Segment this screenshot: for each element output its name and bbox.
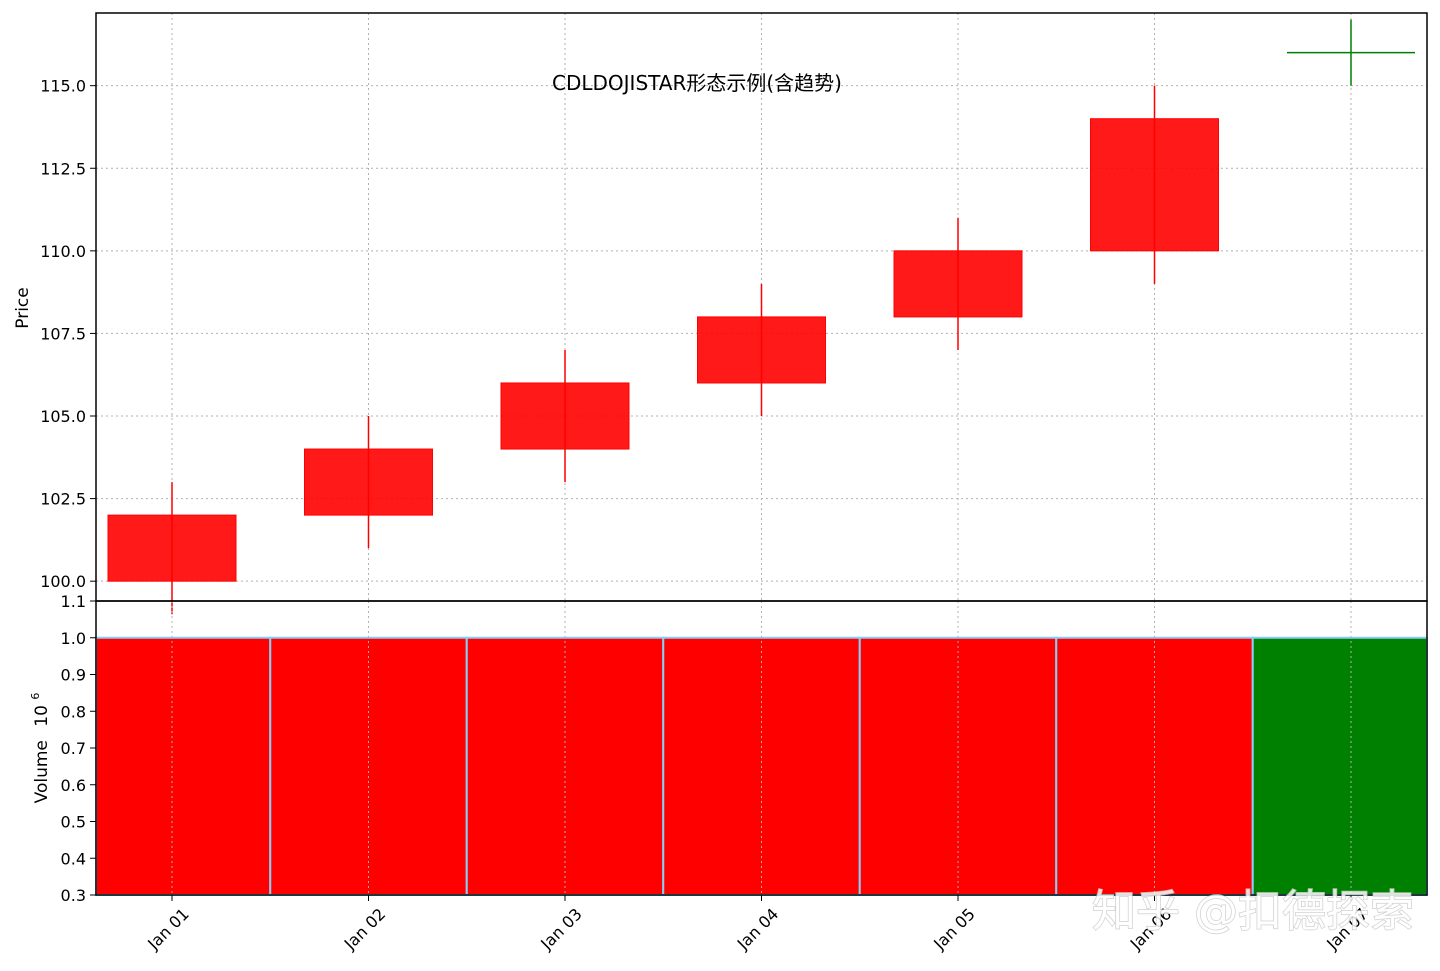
volume-grid xyxy=(171,601,1352,895)
candle-body xyxy=(893,250,1023,318)
price-y-tick-label: 102.5 xyxy=(40,490,86,509)
chart-title: CDLDOJISTAR形态示例(含趋势) xyxy=(552,71,842,95)
x-tick-label: Jan 04 xyxy=(733,904,783,954)
volume-y-tick-label: 1.0 xyxy=(61,629,86,648)
price-y-tick-label: 112.5 xyxy=(40,159,86,178)
volume-axis-label: Volume 10 6 xyxy=(29,693,52,804)
price-y-tick-label: 110.0 xyxy=(40,242,86,261)
price-y-tick-label: 115.0 xyxy=(40,77,86,96)
volume-y-tick-label: 0.5 xyxy=(61,813,86,832)
candle-body xyxy=(500,382,630,450)
candle-body xyxy=(697,316,826,384)
volume-y-tick-label: 0.8 xyxy=(61,702,86,721)
candle-body xyxy=(107,514,237,582)
price-candles xyxy=(107,19,1415,615)
candle-body xyxy=(1090,118,1219,252)
price-y-tick-label: 107.5 xyxy=(40,324,86,343)
x-tick-label: Jan 02 xyxy=(340,904,390,954)
volume-y-tick-label: 0.4 xyxy=(61,849,86,868)
price-y-tick-label: 105.0 xyxy=(40,407,86,426)
x-tick-label: Jan 05 xyxy=(929,904,979,954)
volume-scale-base: 10 xyxy=(32,705,52,727)
volume-bar xyxy=(95,636,272,896)
volume-scale-exponent: 6 xyxy=(29,693,42,700)
volume-y-tick-label: 0.7 xyxy=(61,739,86,758)
volume-y-ticks: 0.3 0.4 0.5 0.6 0.7 0.8 0.9 1.0 1.1 xyxy=(61,592,96,905)
price-y-tick-label: 100.0 xyxy=(40,572,86,591)
watermark: 知乎 @扣德探索 xyxy=(1092,886,1414,937)
x-tick-label: Jan 03 xyxy=(536,904,586,954)
volume-y-tick-label: 0.3 xyxy=(61,886,86,905)
x-tick-label: Jan 01 xyxy=(143,904,193,954)
price-y-ticks: 100.0 102.5 105.0 107.5 110.0 112.5 115.0 xyxy=(40,77,96,591)
volume-y-tick-label: 1.1 xyxy=(61,592,86,611)
candle-body xyxy=(304,448,433,516)
volume-axis-label-text: Volume xyxy=(32,740,52,803)
volume-y-tick-label: 0.6 xyxy=(61,776,86,795)
price-axis-label: Price xyxy=(13,287,33,328)
volume-panel-frame xyxy=(95,600,1428,896)
volume-y-tick-label: 0.9 xyxy=(61,666,86,685)
volume-bar xyxy=(1251,636,1428,896)
